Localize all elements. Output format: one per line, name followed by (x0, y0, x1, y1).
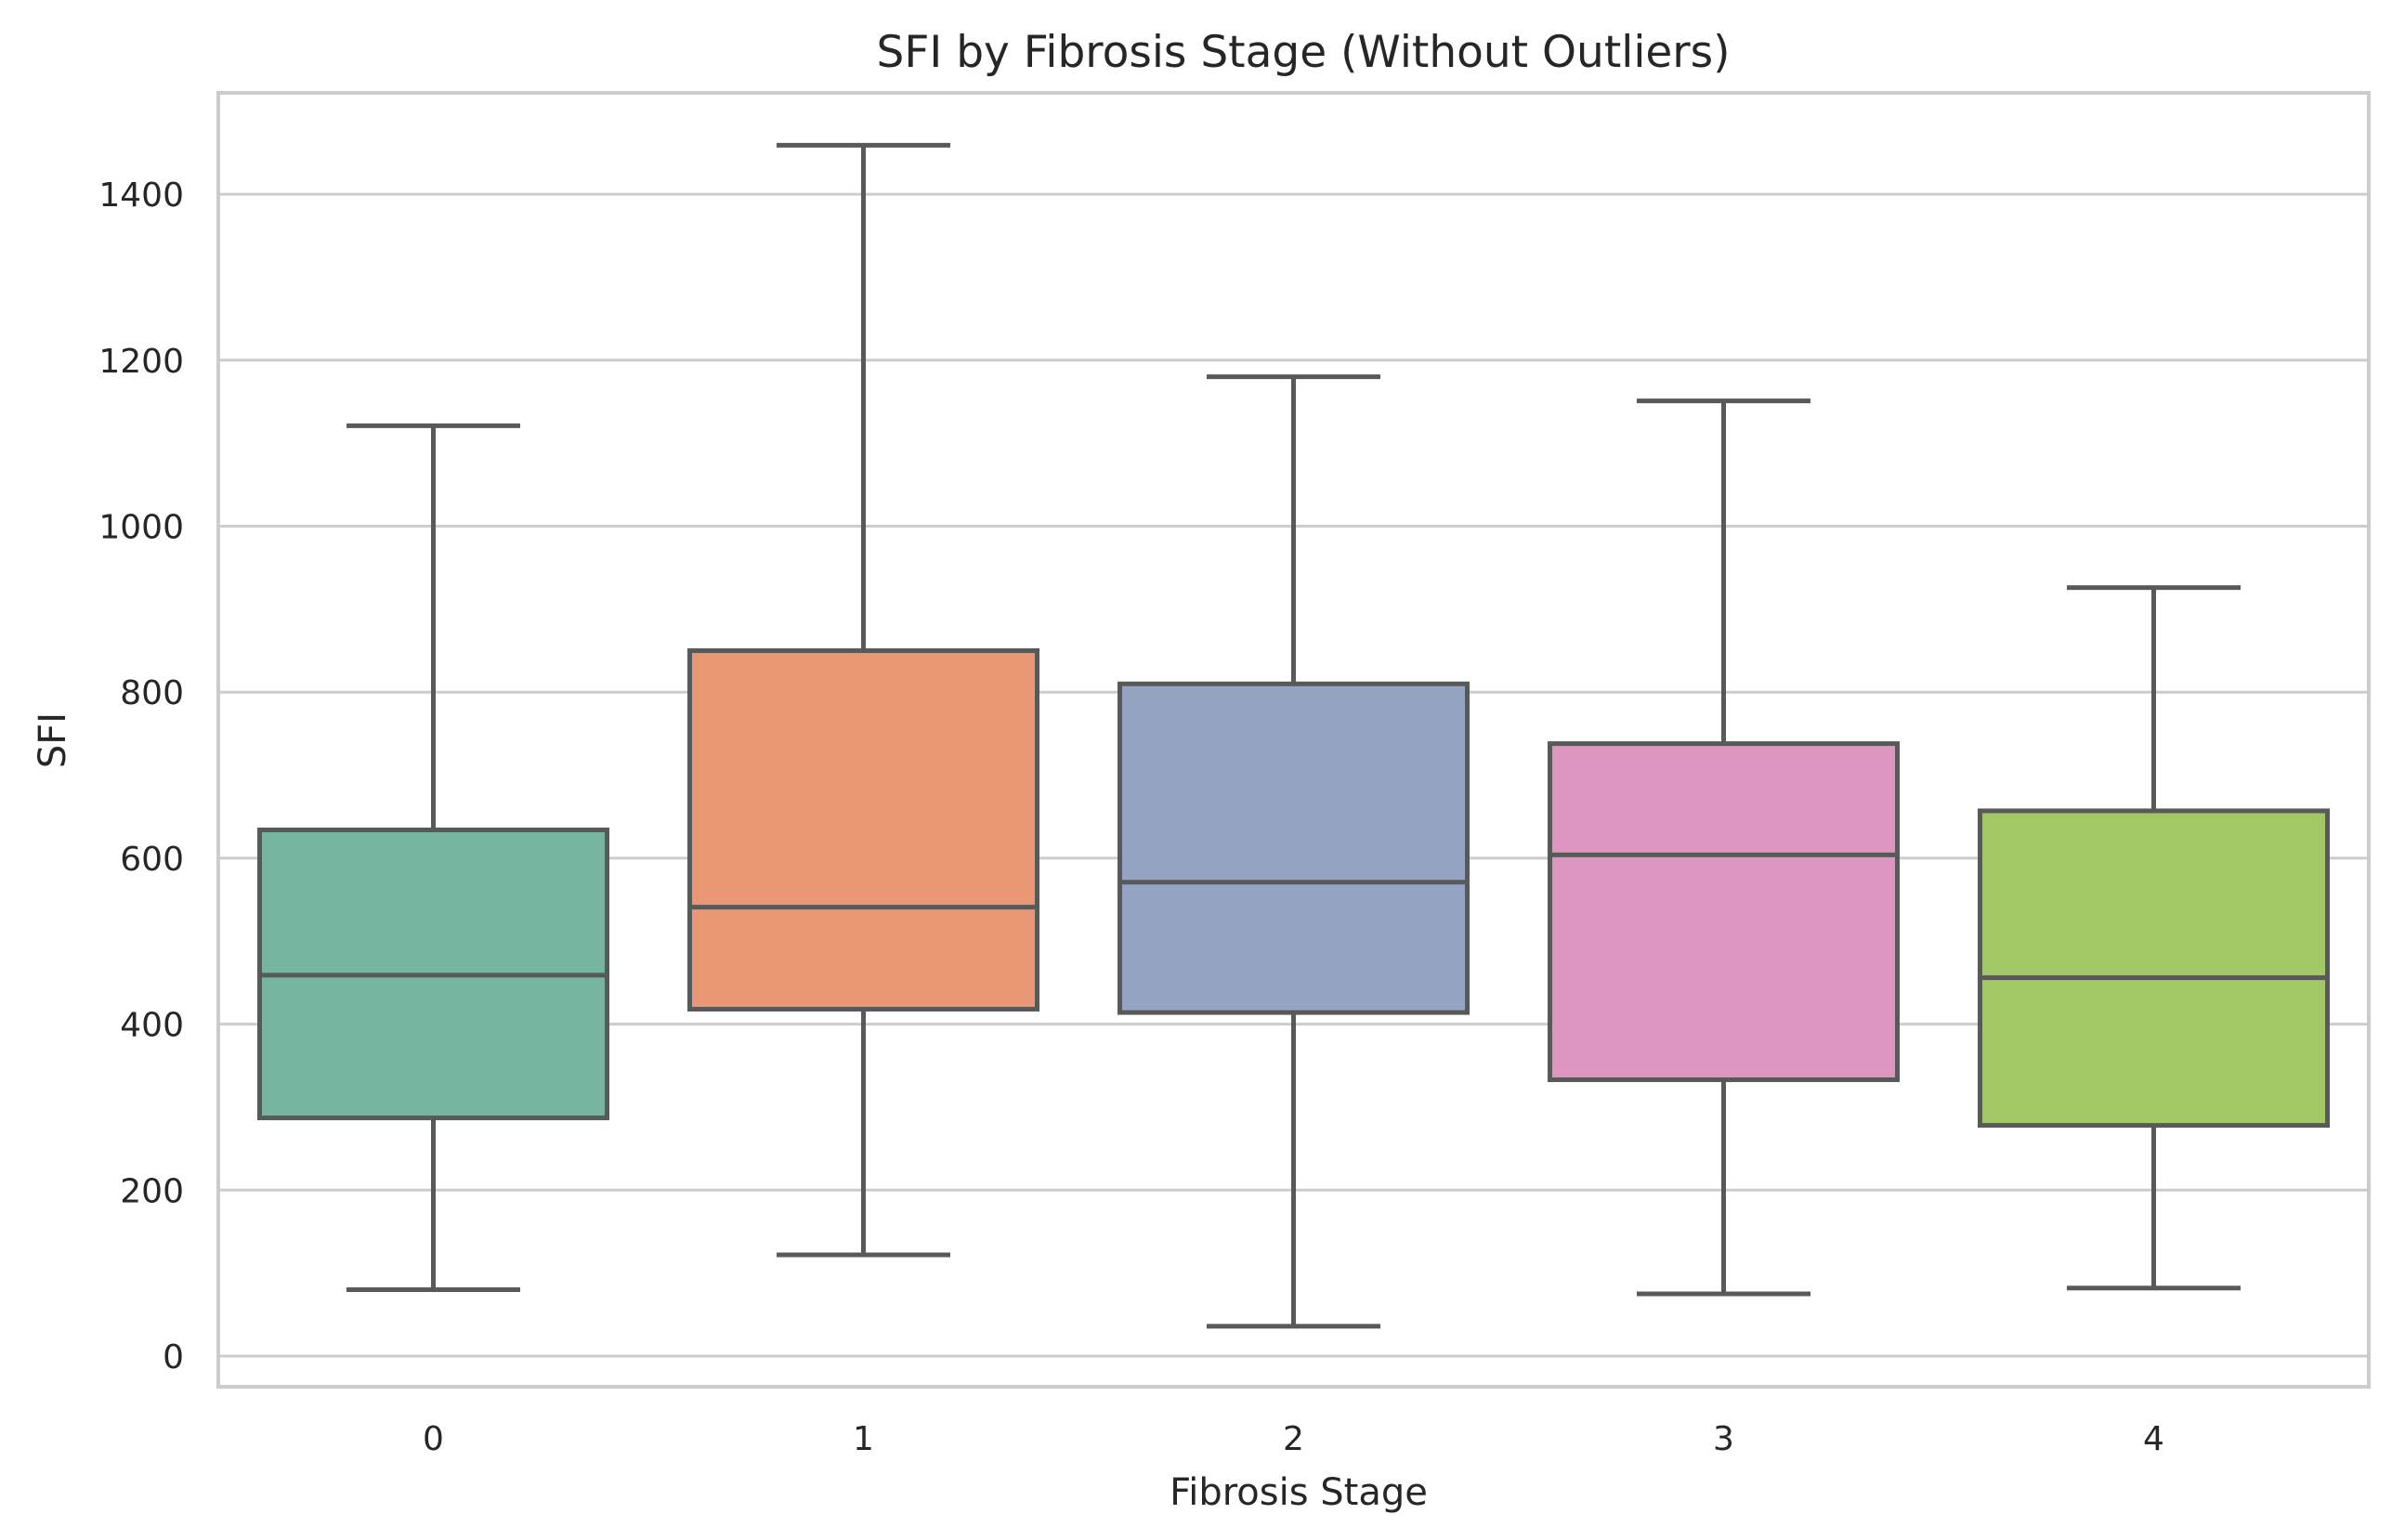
x-tick-label-4: 4 (2143, 1420, 2164, 1458)
boxplot-series (257, 142, 2330, 1329)
y-tick-label-0: 0 (163, 1338, 184, 1377)
y-tick-label-600: 600 (120, 841, 184, 879)
y-tick-label-400: 400 (120, 1007, 184, 1045)
x-tick-label-2: 2 (1283, 1420, 1304, 1458)
y-axis-label: SFI (32, 712, 74, 768)
box-stage-2 (1118, 374, 1470, 1329)
x-tick-label-1: 1 (853, 1420, 874, 1458)
chart-title: SFI by Fibrosis Stage (Without Outliers) (877, 27, 1731, 78)
box-stage-4 (1978, 585, 2330, 1291)
y-tick-label-1200: 1200 (98, 343, 184, 381)
x-tick-label-3: 3 (1713, 1420, 1734, 1458)
iqr-box-4 (1978, 808, 2330, 1129)
y-tick-label-1000: 1000 (98, 509, 184, 547)
iqr-box-2 (1118, 681, 1470, 1015)
iqr-box-3 (1548, 741, 1900, 1082)
x-axis-label: Fibrosis Stage (1170, 1471, 1428, 1514)
iqr-box-1 (687, 648, 1039, 1012)
box-stage-1 (687, 142, 1039, 1258)
x-axis-ticks: 0 1 2 3 4 (423, 1420, 2164, 1458)
y-tick-label-200: 200 (120, 1172, 184, 1210)
y-axis-ticks: 0 200 400 600 800 1000 1200 1400 (98, 176, 184, 1377)
box-stage-3 (1548, 398, 1900, 1297)
y-tick-label-800: 800 (120, 674, 184, 712)
x-tick-label-0: 0 (423, 1420, 444, 1458)
y-tick-label-1400: 1400 (98, 176, 184, 215)
box-stage-0 (257, 423, 609, 1293)
plot-area-frame (216, 91, 2371, 1389)
